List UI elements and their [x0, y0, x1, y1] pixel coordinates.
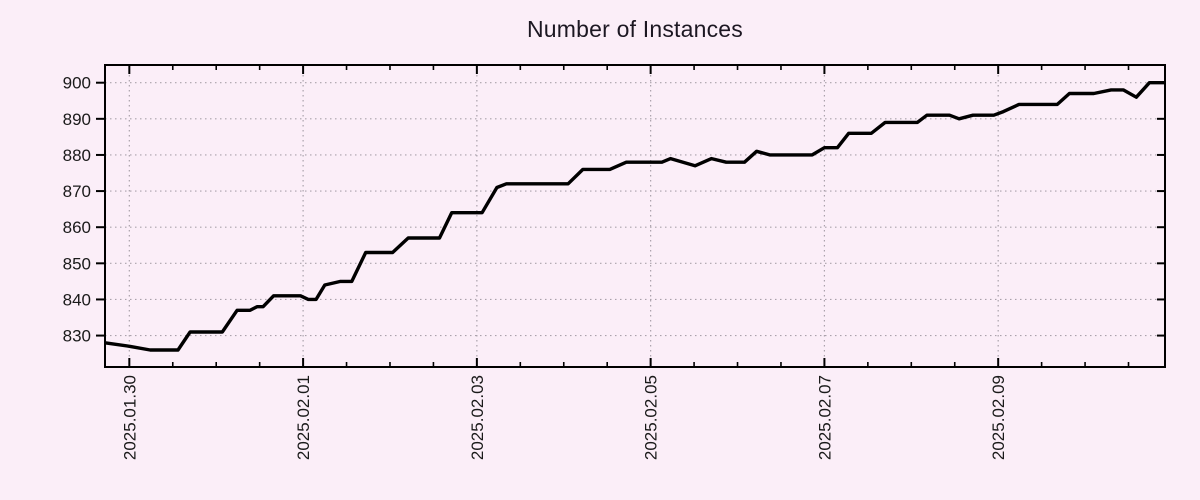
y-axis-label: 840: [63, 290, 91, 309]
y-axis-label: 830: [63, 327, 91, 346]
data-line-instances: [104, 80, 1165, 352]
x-axis-label: 2025.02.01: [294, 375, 313, 460]
y-axis-label: 880: [63, 146, 91, 165]
y-axis-label: 890: [63, 110, 91, 129]
chart-title: Number of Instances: [526, 16, 743, 42]
y-axis-label: 850: [63, 254, 91, 273]
y-axis-label: 900: [63, 74, 91, 93]
x-axis-label: 2025.02.09: [989, 375, 1008, 460]
x-axis-label: 2025.02.07: [815, 375, 834, 460]
x-axis-label: 2025.02.05: [642, 375, 661, 460]
y-axis-label: 860: [63, 218, 91, 237]
plot-border: [104, 64, 1166, 368]
x-axis-label: 2025.02.03: [468, 375, 487, 460]
x-axis-label: 2025.01.30: [120, 375, 139, 460]
y-axis-label: 870: [63, 182, 91, 201]
